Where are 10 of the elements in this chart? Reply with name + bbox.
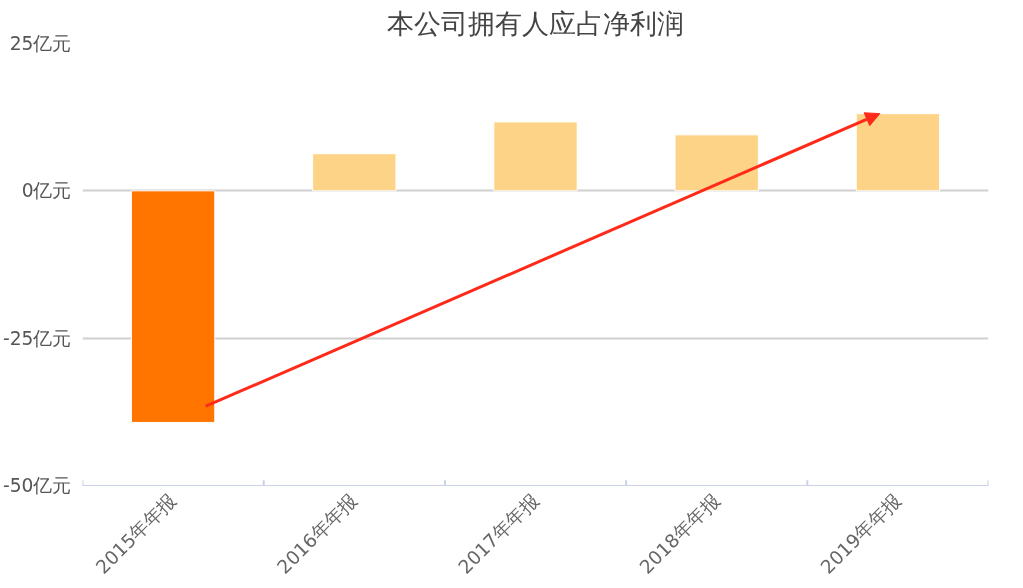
bar bbox=[855, 113, 941, 192]
bar bbox=[493, 121, 578, 192]
bar bbox=[130, 190, 216, 423]
y-tick-label: -50亿元 bbox=[3, 475, 72, 496]
y-tick-label: 25亿元 bbox=[9, 33, 72, 54]
bar bbox=[674, 134, 759, 192]
y-tick-label: -25亿元 bbox=[3, 327, 72, 349]
bar bbox=[312, 153, 397, 192]
y-tick-label: 0亿元 bbox=[21, 180, 72, 202]
chart-title: 本公司拥有人应占净利润 bbox=[387, 7, 684, 39]
